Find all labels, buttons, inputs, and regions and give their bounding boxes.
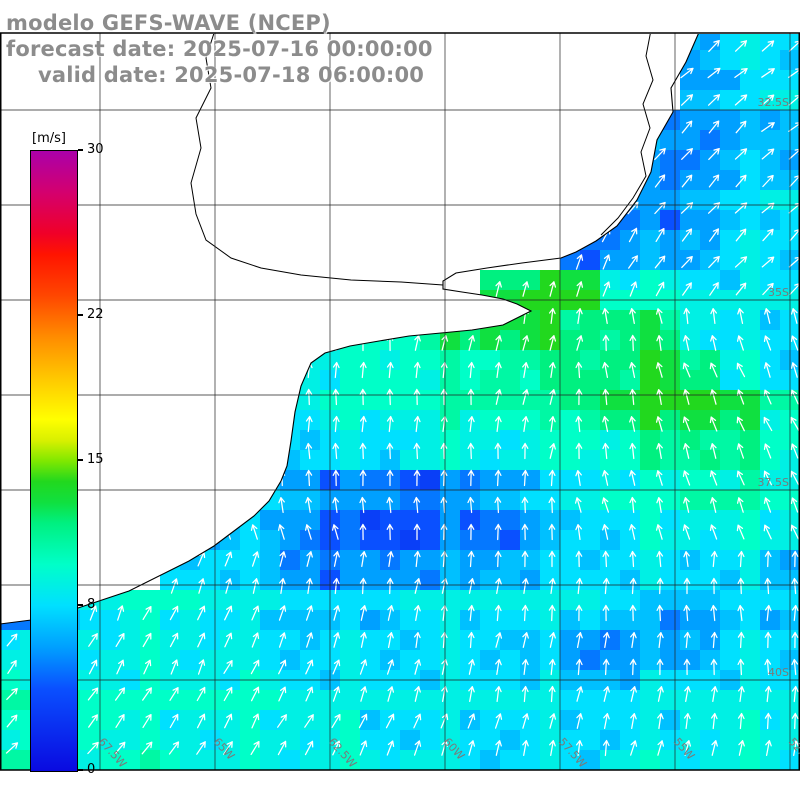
river-line: [600, 34, 654, 236]
colorbar-unit-label: [m/s]: [32, 131, 66, 146]
lat-label: 32.5S: [758, 96, 789, 109]
colorbar-tick: 22: [87, 307, 104, 323]
colorbar-tick-mark: [78, 769, 83, 771]
lat-label: 37.5S: [758, 476, 789, 489]
colorbar-tick: 0: [87, 762, 96, 777]
grid-lines: [0, 33, 800, 770]
map-layers: [0, 34, 800, 770]
forecast-date: forecast date: 2025-07-16 00:00:00: [6, 37, 433, 61]
header: modelo GEFS-WAVE (NCEP) forecast date: 2…: [6, 10, 433, 88]
colorbar: [m/s] 30 22 15 8 0: [30, 131, 170, 800]
colorbar-tick: 30: [87, 142, 104, 157]
lat-label: 35S: [768, 286, 789, 299]
model-title: modelo GEFS-WAVE (NCEP): [6, 11, 331, 35]
colorbar-tick-mark: [78, 459, 83, 461]
river-line: [190, 34, 444, 286]
colorbar-tick-mark: [78, 149, 83, 151]
colorbar-tick-mark: [78, 314, 83, 317]
valid-date: valid date: 2025-07-18 06:00:00: [38, 63, 425, 87]
map-frame: [0, 32, 800, 771]
lat-label: 40S: [768, 666, 789, 679]
colorbar-tick: 15: [87, 452, 104, 467]
colorbar-tick: 8: [87, 596, 96, 612]
colorbar-tick-mark: [78, 603, 83, 606]
colorbar-gradient: [30, 150, 78, 772]
landmass-coastline: [0, 34, 699, 625]
